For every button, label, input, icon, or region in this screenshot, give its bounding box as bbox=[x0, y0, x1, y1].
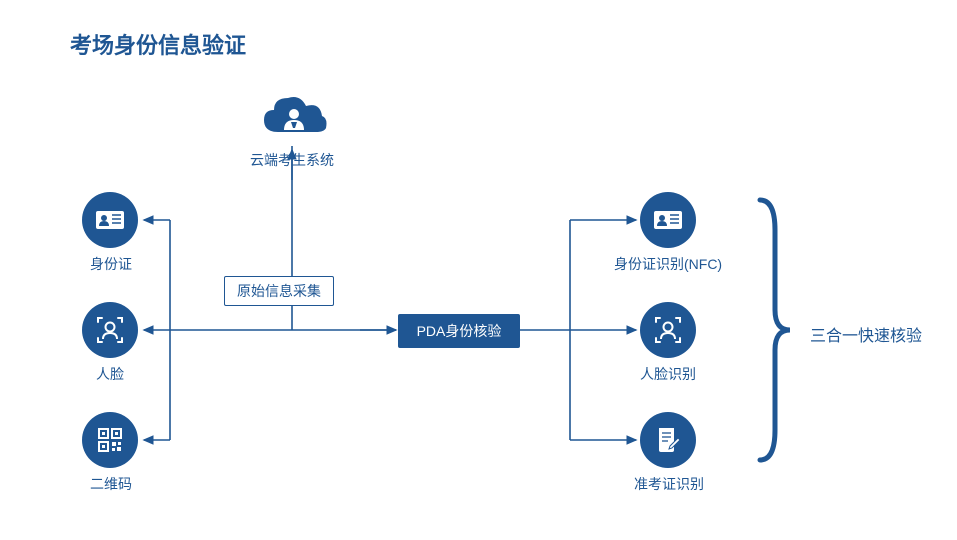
pda-box-label: PDA身份核验 bbox=[417, 321, 502, 341]
label-ticket-rec: 准考证识别 bbox=[634, 474, 704, 494]
pda-box: PDA身份核验 bbox=[398, 314, 520, 348]
node-ticket-rec bbox=[640, 412, 696, 468]
label-qrcode: 二维码 bbox=[90, 474, 132, 494]
node-face bbox=[82, 302, 138, 358]
cloud-label: 云端考生系统 bbox=[250, 150, 334, 170]
collect-box: 原始信息采集 bbox=[224, 276, 334, 306]
collect-box-label: 原始信息采集 bbox=[237, 281, 321, 301]
final-label: 三合一快速核验 bbox=[810, 322, 922, 346]
diagram-title: 考场身份信息验证 bbox=[70, 28, 246, 60]
label-face: 人脸 bbox=[96, 364, 124, 384]
label-id-card: 身份证 bbox=[90, 254, 132, 274]
node-face-rec bbox=[640, 302, 696, 358]
node-id-nfc bbox=[640, 192, 696, 248]
node-id-card bbox=[82, 192, 138, 248]
cloud-node bbox=[258, 92, 330, 142]
label-id-nfc: 身份证识别(NFC) bbox=[614, 254, 722, 274]
label-face-rec: 人脸识别 bbox=[640, 364, 696, 384]
node-qrcode bbox=[82, 412, 138, 468]
connector-layer bbox=[0, 0, 957, 540]
